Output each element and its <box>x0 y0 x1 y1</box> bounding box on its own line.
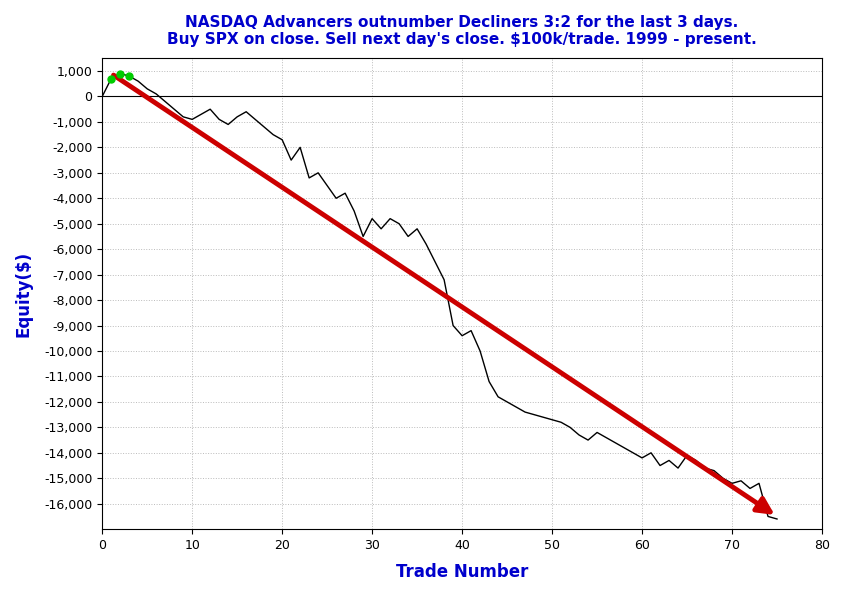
X-axis label: Trade Number: Trade Number <box>396 563 528 581</box>
Point <box>113 69 127 78</box>
Point <box>105 74 118 83</box>
Title: NASDAQ Advancers outnumber Decliners 3:2 for the last 3 days.
Buy SPX on close. : NASDAQ Advancers outnumber Decliners 3:2… <box>167 15 756 48</box>
Point <box>122 72 136 81</box>
Y-axis label: Equity($): Equity($) <box>15 251 33 337</box>
